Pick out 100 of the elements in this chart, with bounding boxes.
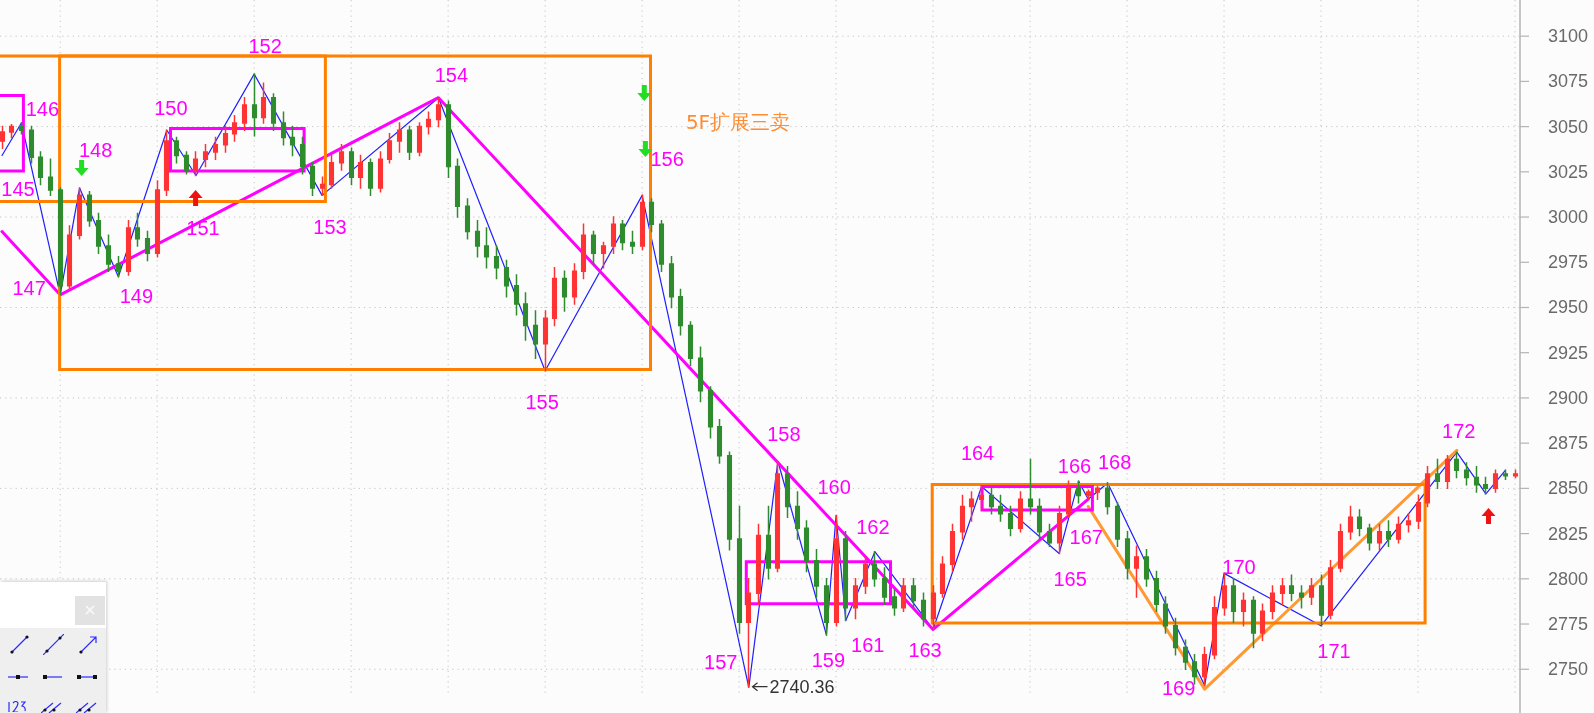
candlestick: [37, 151, 44, 186]
candlestick: [600, 241, 607, 269]
y-tick-label: 2825: [1547, 523, 1588, 544]
annotation: 158: [767, 423, 801, 446]
y-tick-label: 3000: [1547, 207, 1588, 228]
candlestick: [260, 82, 267, 124]
candlestick: [590, 230, 597, 265]
candlestick: [105, 234, 112, 273]
candlestick: [988, 487, 995, 515]
candlestick: [1453, 451, 1460, 479]
candlestick: [1211, 596, 1218, 660]
candlestick: [1036, 498, 1043, 540]
y-tick-label: 2800: [1547, 568, 1588, 589]
candlestick: [920, 592, 927, 627]
candlestick: [1259, 603, 1266, 642]
candlestick: [1415, 494, 1422, 529]
candlestick: [377, 151, 384, 193]
y-tick-label: 2750: [1547, 659, 1588, 680]
candlestick: [57, 187, 64, 296]
candlestick: [949, 523, 956, 573]
annotation: 171: [1317, 639, 1351, 662]
candlestick: [1463, 462, 1470, 486]
y-tick-label: 3025: [1547, 161, 1588, 182]
candlestick: [445, 100, 452, 179]
candlestick: [1492, 469, 1499, 493]
candlestick: [357, 154, 364, 189]
candlestick: [687, 321, 694, 367]
candlestick: [1153, 570, 1160, 613]
candlestick: [1385, 520, 1392, 547]
candlestick: [978, 485, 985, 511]
candlestick: [784, 465, 791, 519]
candlestick: [115, 256, 122, 278]
annotation: 5F扩展三卖: [685, 110, 791, 134]
annotation: 150: [154, 97, 188, 120]
candlestick: [1065, 480, 1072, 519]
candlestick: [338, 143, 345, 171]
annotation: 153: [313, 216, 347, 239]
candlestick: [1221, 572, 1228, 616]
annotation: 161: [851, 634, 885, 657]
candlestick: [726, 451, 733, 551]
candlestick: [367, 158, 374, 197]
candlestick: [1240, 592, 1247, 627]
annotation: 155: [525, 390, 559, 413]
candlestick: [1473, 465, 1480, 493]
candlestick: [483, 227, 490, 269]
candlestick: [1230, 578, 1237, 623]
candlestick: [930, 585, 937, 631]
candlestick: [542, 310, 549, 372]
candlestick: [396, 122, 403, 153]
candlestick: [794, 491, 801, 540]
candlestick: [454, 158, 461, 218]
candlestick: [900, 578, 907, 613]
candlestick: [648, 198, 655, 233]
candlestick: [95, 212, 102, 254]
candlestick: [1250, 596, 1257, 649]
annotation: 159: [811, 648, 846, 671]
candlestick: [1512, 469, 1519, 479]
candlestick: [1434, 458, 1441, 490]
annotation: 149: [119, 284, 154, 307]
y-tick-label: 2975: [1547, 252, 1588, 273]
annotation: 157: [704, 651, 738, 674]
candlestick: [571, 263, 578, 305]
candlestick: [1356, 509, 1363, 537]
annotation: 2740.36: [769, 676, 835, 697]
candlestick: [163, 129, 170, 197]
candlestick: [939, 556, 946, 598]
y-tick-label: 3075: [1547, 71, 1588, 92]
y-tick-label: 2850: [1547, 478, 1588, 499]
candlestick: [1085, 489, 1092, 500]
annotation: 165: [1053, 568, 1087, 591]
candlestick: [289, 125, 296, 157]
annotation: 148: [78, 139, 113, 162]
candlestick: [1046, 523, 1053, 547]
annotation: 164: [960, 441, 995, 464]
candlestick: [745, 578, 752, 688]
annotation: 163: [908, 639, 942, 662]
candlestick: [1347, 505, 1354, 540]
candlestick: [386, 133, 393, 164]
candlestick: [610, 216, 617, 254]
candlestick: [842, 531, 849, 622]
candlestick: [959, 494, 966, 540]
candlestick: [1182, 639, 1189, 670]
candlestick: [774, 460, 781, 573]
y-tick-label: 3050: [1547, 116, 1588, 137]
candlestick: [202, 143, 209, 168]
candlestick: [231, 115, 238, 142]
candlestick: [76, 187, 83, 240]
candlestick: [532, 310, 539, 359]
candlestick: [47, 158, 54, 197]
candlestick: [154, 180, 161, 258]
candlestick: [997, 494, 1004, 522]
candlestick: [1075, 480, 1082, 504]
candlestick: [736, 505, 743, 634]
candlestick: [639, 194, 646, 251]
candlestick: [1424, 465, 1431, 508]
candlestick: [852, 578, 859, 620]
candlestick: [0, 125, 6, 150]
candlestick: [435, 96, 442, 128]
annotation: 172: [1442, 420, 1476, 443]
candlestick: [1201, 646, 1208, 687]
